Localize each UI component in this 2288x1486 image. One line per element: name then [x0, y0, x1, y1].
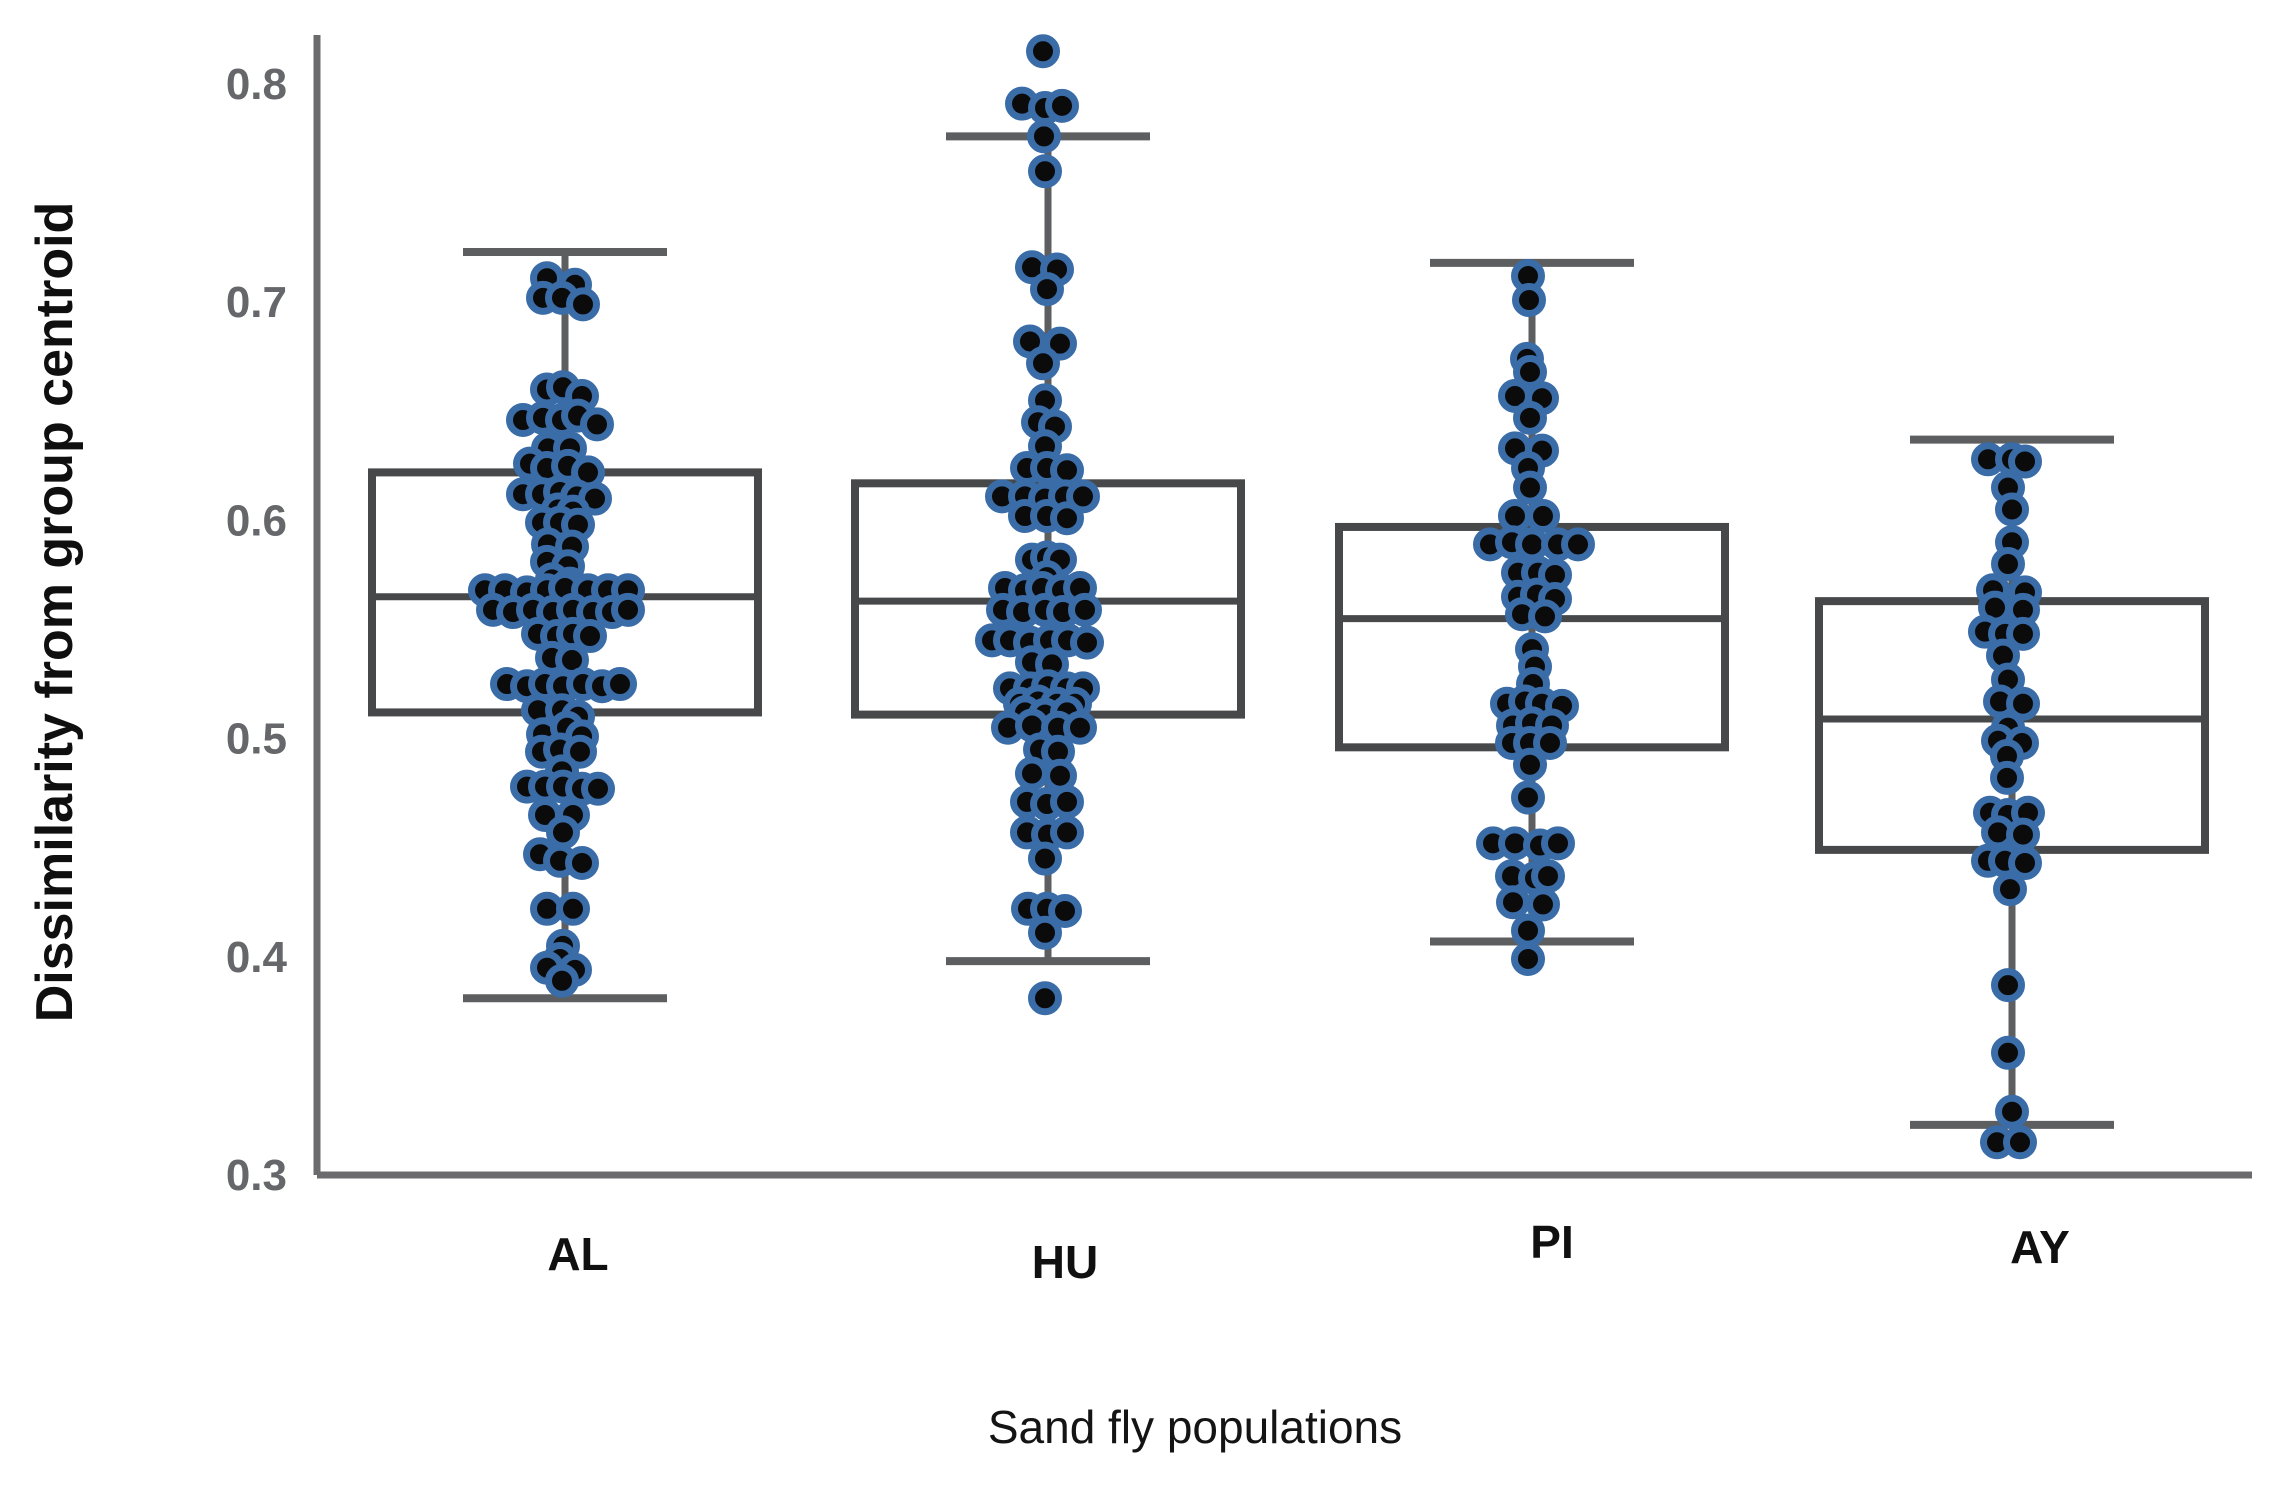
data-point [1526, 887, 1560, 922]
data-point [1511, 913, 1545, 948]
data-point [580, 407, 614, 442]
data-point [2008, 444, 2042, 479]
data-point [1015, 756, 1049, 791]
data-point [1995, 492, 2029, 527]
data-point [1030, 272, 1064, 307]
data-point [1511, 780, 1545, 815]
data-point [2006, 817, 2040, 852]
y-tick-label: 0.3 [226, 1151, 287, 1200]
data-point [1063, 710, 1097, 745]
data-point [2008, 845, 2042, 880]
data-point [1513, 470, 1547, 505]
data-point [1561, 527, 1595, 562]
x-axis-title: Sand fly populations [988, 1401, 1402, 1453]
category-label: HU [1032, 1236, 1098, 1288]
data-point [1028, 981, 1062, 1016]
data-point [1993, 872, 2027, 907]
data-point [1050, 815, 1084, 850]
data-point [1068, 592, 1102, 627]
y-tick-label: 0.7 [226, 278, 287, 327]
y-tick-label: 0.4 [226, 933, 288, 982]
data-point [581, 771, 615, 806]
data-point [1026, 34, 1060, 69]
data-point [2003, 1125, 2037, 1160]
data-point [1066, 479, 1100, 514]
data-point [1511, 941, 1545, 976]
data-point [563, 734, 597, 769]
data-point [1991, 1035, 2025, 1070]
data-point [1027, 119, 1061, 154]
data-point [1050, 501, 1084, 536]
data-point [1513, 747, 1547, 782]
y-tick-label: 0.5 [226, 715, 287, 764]
data-point [1533, 725, 1567, 760]
data-point [1991, 547, 2025, 582]
data-point [1496, 885, 1530, 920]
data-point [566, 287, 600, 322]
data-point [1050, 784, 1084, 819]
data-point [1531, 859, 1565, 894]
data-point [1028, 154, 1062, 189]
data-point [1048, 893, 1082, 928]
data-point [556, 891, 590, 926]
data-point [1991, 968, 2025, 1003]
data-point [1498, 499, 1532, 534]
y-tick-label: 0.6 [226, 496, 287, 545]
data-point [573, 619, 607, 654]
data-point [1526, 499, 1560, 534]
data-point [1028, 841, 1062, 876]
data-point [1512, 283, 1546, 318]
data-point [2006, 616, 2040, 651]
data-point [1513, 400, 1547, 435]
data-point [545, 963, 579, 998]
data-point [1028, 915, 1062, 950]
data-point [1528, 599, 1562, 634]
data-point [603, 667, 637, 702]
y-tick-label: 0.8 [226, 60, 287, 109]
data-point [1541, 826, 1575, 861]
data-point [1995, 1094, 2029, 1129]
category-label: AL [547, 1228, 608, 1280]
data-point [1045, 88, 1079, 123]
data-point [1990, 760, 2024, 795]
data-point [611, 592, 645, 627]
data-point [1513, 355, 1547, 390]
data-point [546, 815, 580, 850]
data-point [1070, 625, 1104, 660]
y-axis-title: Dissimilarity from group centroid [26, 202, 84, 1023]
data-point [2006, 686, 2040, 721]
data-point [565, 845, 599, 880]
data-point [1026, 346, 1060, 381]
category-label: AY [2010, 1221, 2070, 1273]
category-label: PI [1530, 1216, 1573, 1268]
